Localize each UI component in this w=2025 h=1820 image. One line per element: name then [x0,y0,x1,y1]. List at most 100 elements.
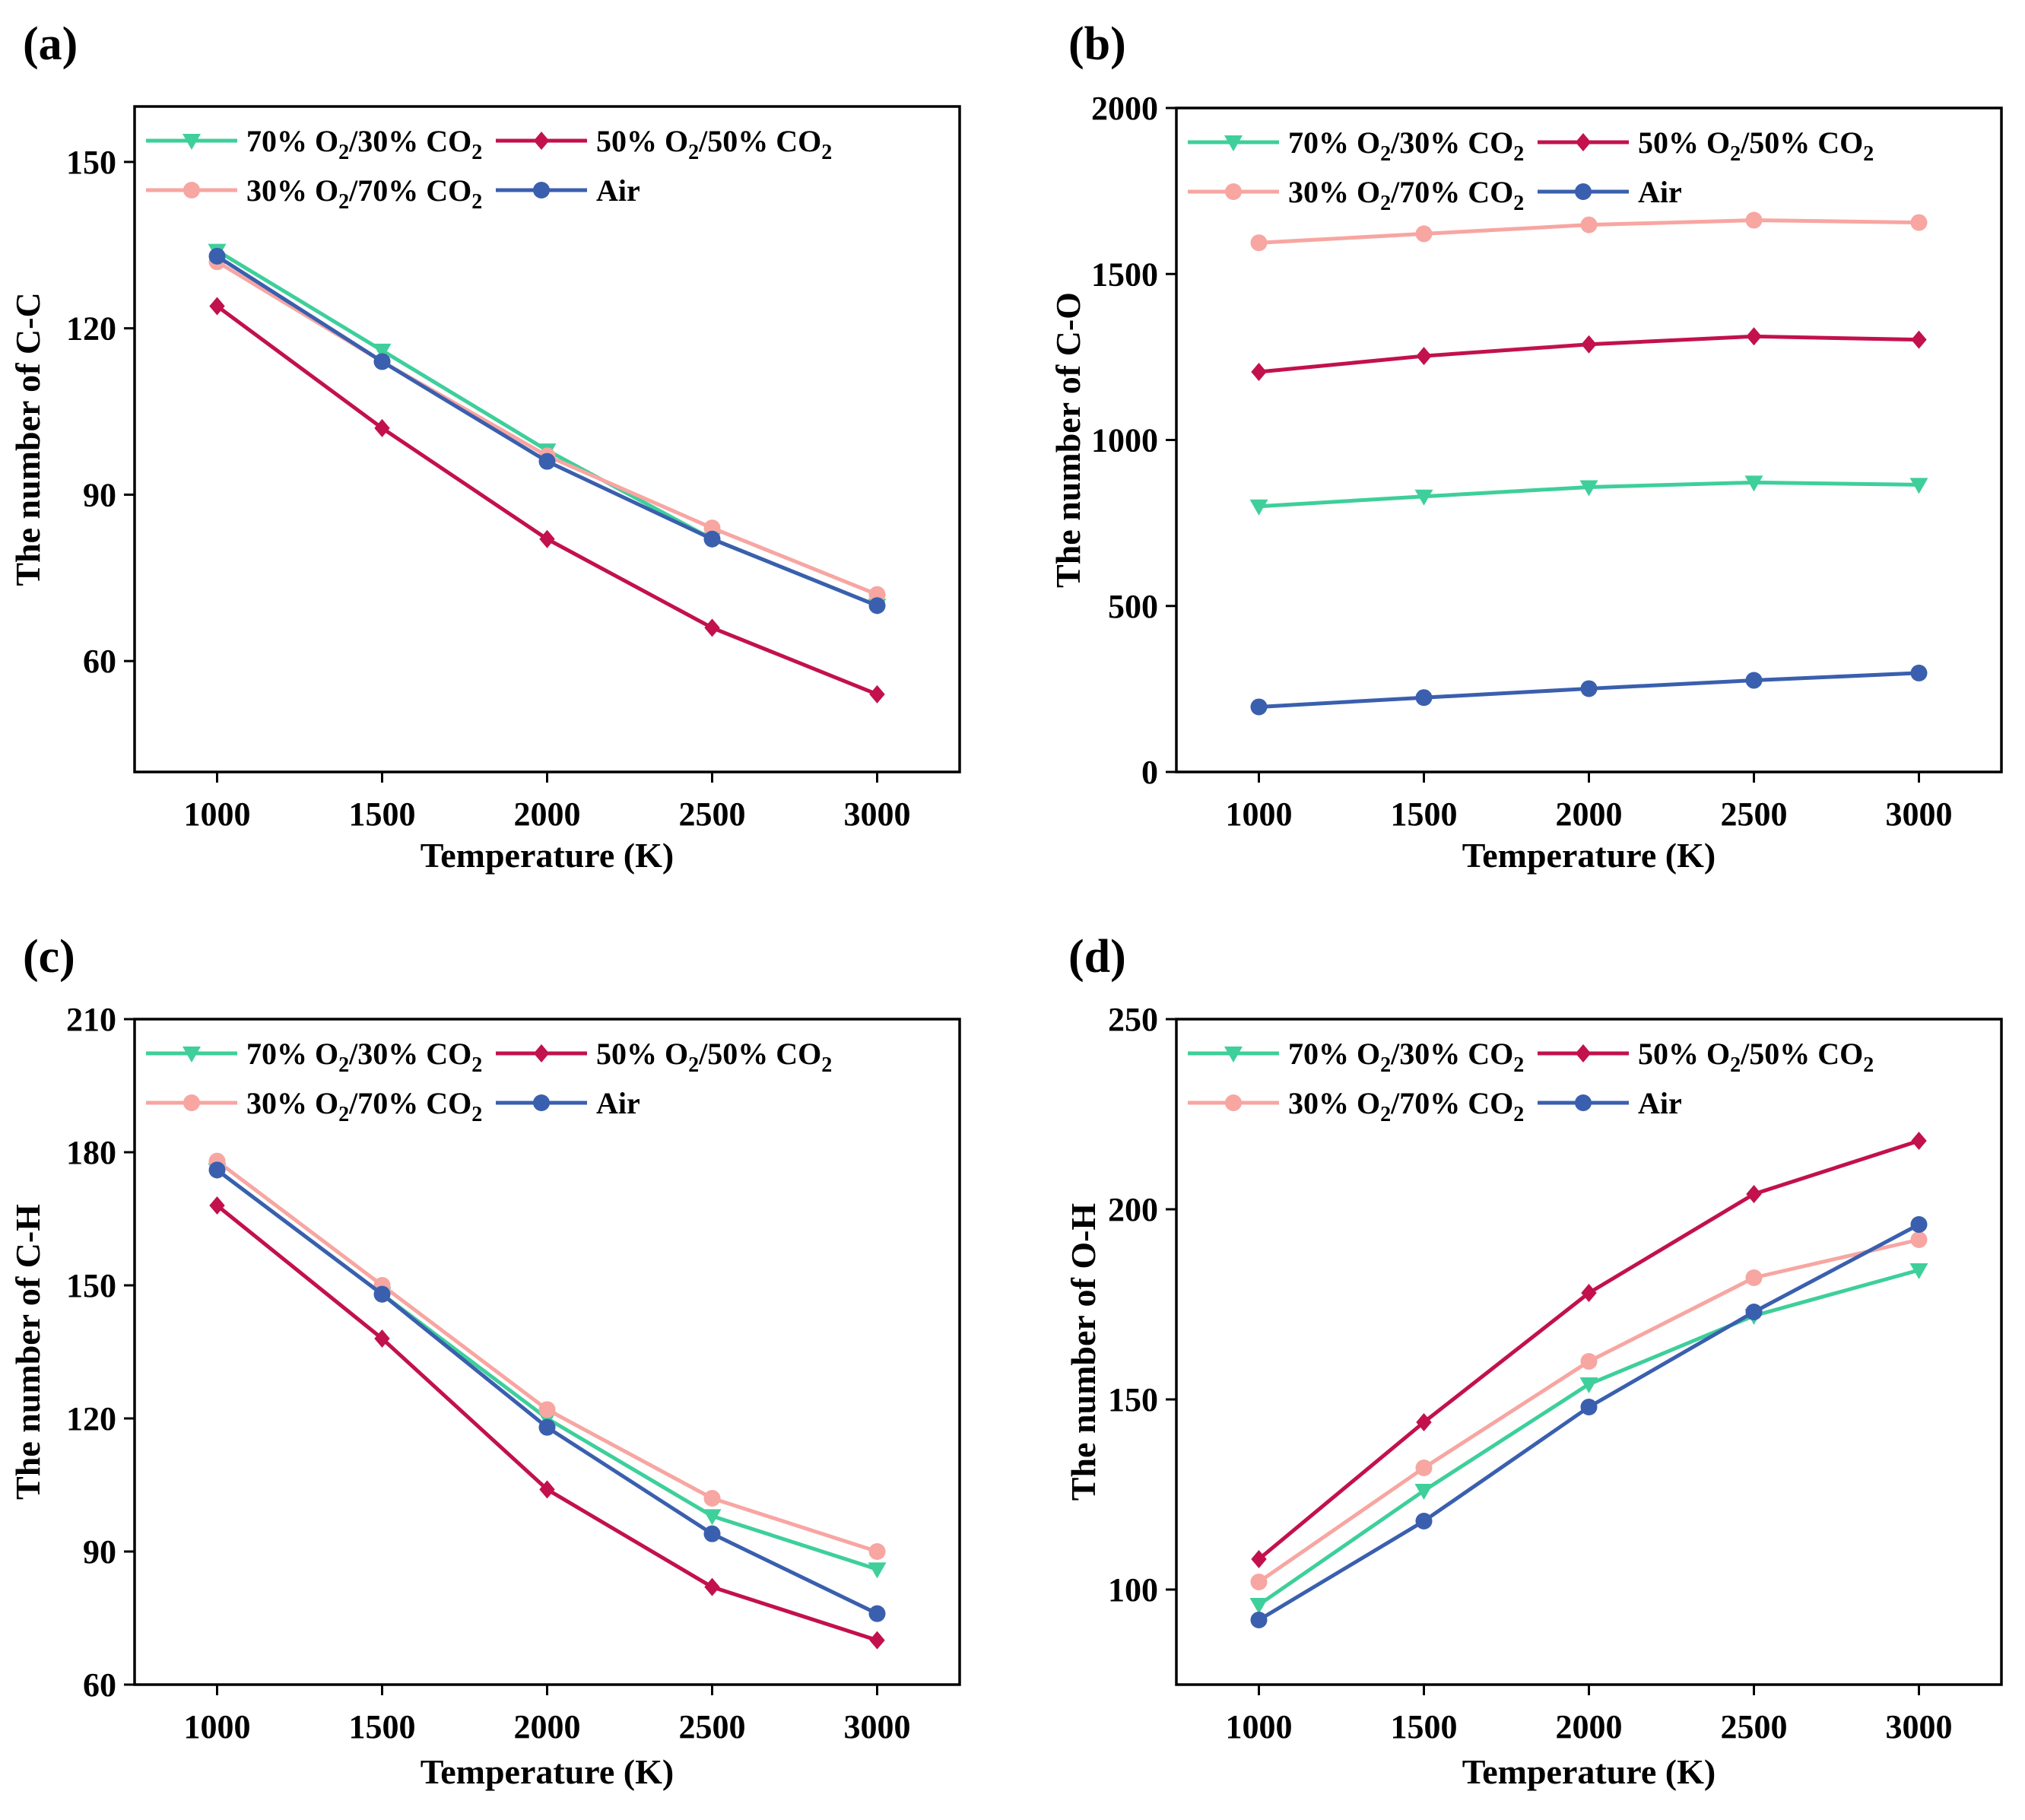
data-point [374,1329,390,1348]
data-point [868,1605,886,1622]
series-line [216,304,878,697]
chart-panel-b: (b)1000 1500 2000 2500 30000500100015002000T… [1049,18,2003,875]
legend-label: 50% O2/50% CO2 [1638,125,1874,166]
data-point [1745,211,1763,229]
data-point [1579,480,1598,497]
data-point [869,1631,885,1650]
data-point [1250,1612,1268,1628]
series-s70 [1249,1263,1928,1614]
y-axis-label: The number of C-O [1049,292,1087,588]
legend: 70% O2/30% CO2 50% O2/50% CO2 30% O2/70% C… [1188,1037,1874,1126]
data-point [1580,216,1598,233]
panel-label: (c) [23,931,75,983]
y-tick-label: 100 [1108,1571,1158,1609]
data-point [539,1480,555,1499]
legend-marker [183,1047,201,1062]
y-tick-label: 200 [1108,1191,1158,1228]
legend-marker [1575,1044,1592,1062]
data-point [704,1577,720,1596]
data-point [538,1401,556,1418]
y-tick-label: 60 [83,1666,116,1704]
data-point [868,1543,886,1560]
x-axis-label: Temperature (K) [421,836,674,875]
legend-marker [533,182,550,199]
legend-marker [1225,1094,1242,1111]
data-point [1746,1185,1762,1203]
series-s50 [209,1196,885,1650]
legend-marker [183,134,201,150]
x-tick-label: 2500 [679,1708,746,1745]
y-tick-label: 1000 [1091,422,1158,459]
x-tick-label: 1000 [1226,796,1293,833]
y-tick-label: 250 [1108,1001,1158,1038]
data-point [1746,327,1762,346]
y-axis-label: The number of C-C [8,292,47,586]
data-point [373,343,392,360]
chart-panel-c: (c) 1000 1500 2000 2500 3000 60 90 120 150 180 210 T… [8,931,961,1791]
data-point [1745,1304,1763,1320]
data-point [1909,478,1928,494]
legend-marker [1575,133,1592,151]
legend-label: 70% O2/30% CO2 [246,124,482,164]
legend-label: 70% O2/30% CO2 [1288,125,1524,166]
chart-panel-a: (a) 1000 1500 2000 2500 3000 60 90 120 150 Tempera… [8,18,961,875]
data-point [1911,330,1927,349]
series-air [208,1161,886,1622]
panel-label: (d) [1068,931,1126,983]
legend-label: 70% O2/30% CO2 [1288,1037,1524,1077]
x-tick-label: 1500 [349,1708,416,1745]
data-point [1745,1269,1763,1286]
x-tick-label: 2000 [514,1708,581,1745]
data-point [373,353,391,370]
x-tick-label: 3000 [844,796,911,833]
data-point [1909,1263,1928,1279]
x-axis-label: Temperature (K) [1462,1752,1716,1791]
legend: 70% O2/30% CO2 50% O2/50% CO2 30% O2/70% C… [146,124,832,214]
data-point [703,1509,722,1526]
legend-label: Air [1638,1086,1682,1120]
legend-label: 30% O2/70% CO2 [246,173,482,214]
legend-label: Air [596,1086,640,1120]
legend-label: Air [596,173,640,208]
y-tick-label: 150 [66,144,116,181]
data-point [208,247,226,265]
series-s30 [1250,1231,1928,1590]
y-axis-label: The number of C-H [8,1204,47,1500]
legend: 70% O2/30% CO2 50% O2/50% CO2 30% O2/70% C… [146,1037,832,1126]
series-s30 [1250,211,1928,252]
legend-label: Air [1638,175,1682,209]
legend-label: 50% O2/50% CO2 [596,1037,832,1077]
data-point [1910,214,1928,231]
y-axis-label: The number of O-H [1064,1203,1103,1501]
data-point [703,1525,721,1542]
data-point [1414,489,1433,506]
legend-marker [1575,183,1592,200]
data-point [1251,363,1267,382]
y-tick-label: 120 [66,310,116,348]
y-tick-label: 2000 [1091,90,1158,127]
data-point [1249,1598,1268,1614]
data-point [1415,689,1433,707]
legend-marker [183,1094,200,1111]
y-tick-label: 90 [83,1533,116,1571]
data-point [1580,680,1598,697]
y-tick-label: 1500 [1091,256,1158,293]
legend-label: 50% O2/50% CO2 [596,124,832,164]
data-point [1250,698,1268,716]
data-point [703,530,721,548]
data-point [1249,499,1268,516]
y-tick-label: 500 [1108,588,1158,625]
legend-label: 50% O2/50% CO2 [1638,1037,1874,1077]
data-point [1415,1459,1433,1476]
data-point [1744,475,1763,492]
legend-marker [533,132,550,150]
data-point [374,418,390,437]
x-tick-label: 1500 [1391,796,1458,833]
series-line [1257,1139,1920,1561]
x-tick-label: 3000 [844,1708,911,1745]
legend-label: 30% O2/70% CO2 [246,1086,482,1126]
data-point [1416,1413,1432,1431]
data-point [209,1196,225,1215]
series-s30 [208,1152,886,1560]
